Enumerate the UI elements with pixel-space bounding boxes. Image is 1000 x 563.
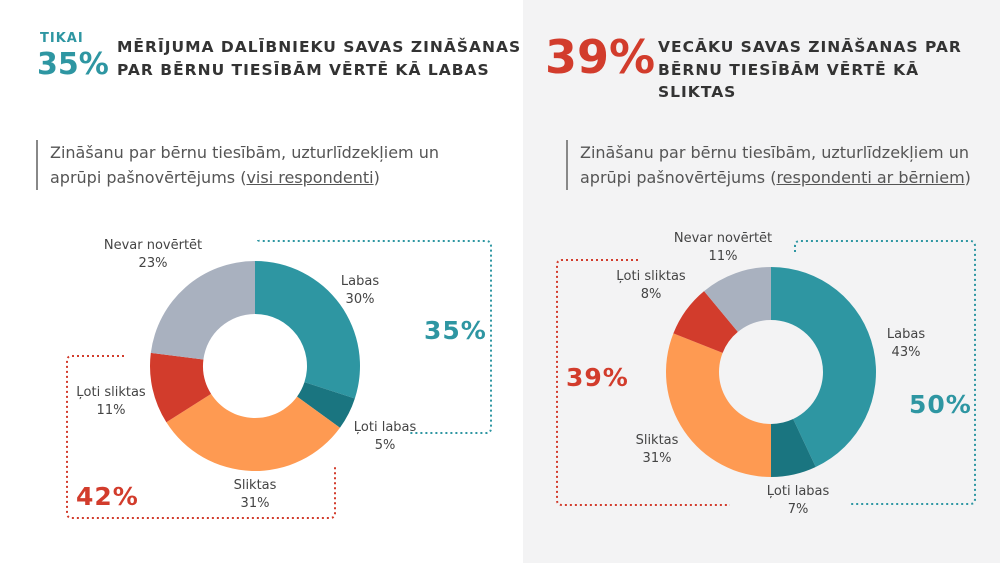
- right-bad-total: 39%: [566, 363, 629, 392]
- left-label-labas: Labas 30%: [325, 273, 395, 309]
- right-donut-chart: [666, 267, 876, 477]
- left-subtitle-link[interactable]: visi respondenti: [246, 168, 374, 187]
- right-label-loti-sliktas: Ļoti sliktas 8%: [606, 268, 696, 304]
- left-label-loti-sliktas-name: Ļoti sliktas: [76, 385, 146, 400]
- left-label-nevar-value: 23%: [138, 256, 168, 271]
- left-label-sliktas-name: Sliktas: [233, 478, 277, 493]
- left-label-labas-value: 30%: [345, 292, 375, 307]
- left-label-loti-sliktas-value: 11%: [96, 403, 126, 418]
- right-label-nevar: Nevar novērtēt 11%: [663, 230, 783, 266]
- left-label-sliktas: Sliktas 31%: [215, 477, 295, 513]
- left-bad-total: 42%: [76, 482, 139, 511]
- left-label-loti-labas-name: Ļoti labas: [353, 420, 417, 435]
- right-label-labas: Labas 43%: [876, 326, 936, 362]
- left-subtitle-suffix: ): [373, 168, 380, 187]
- right-label-sliktas-name: Sliktas: [635, 433, 679, 448]
- left-subtitle-prefix: aprūpi pašnovērtējums (: [50, 168, 247, 187]
- left-subtitle-line1: Zināšanu par bērnu tiesībām, uzturlīdzek…: [50, 143, 439, 162]
- right-subtitle-prefix: aprūpi pašnovērtējums (: [580, 168, 777, 187]
- left-label-loti-labas: Ļoti labas 5%: [345, 419, 425, 455]
- right-subtitle-link[interactable]: respondenti ar bērniem: [776, 168, 965, 187]
- left-subtitle: Zināšanu par bērnu tiesībām, uzturlīdzek…: [36, 140, 439, 190]
- left-good-total: 35%: [424, 316, 487, 345]
- left-label-nevar: Nevar novērtēt 23%: [93, 237, 213, 273]
- right-subtitle: Zināšanu par bērnu tiesībām, uzturlīdzek…: [566, 140, 971, 190]
- right-subtitle-line1: Zināšanu par bērnu tiesībām, uzturlīdzek…: [580, 143, 969, 162]
- right-label-nevar-value: 11%: [708, 249, 738, 264]
- left-header-percent: 35%: [37, 47, 109, 82]
- right-label-nevar-name: Nevar novērtēt: [673, 231, 773, 246]
- right-label-labas-name: Labas: [886, 327, 926, 342]
- right-label-loti-sliktas-name: Ļoti sliktas: [616, 269, 686, 284]
- left-label-loti-sliktas: Ļoti sliktas 11%: [71, 384, 151, 420]
- right-label-sliktas-value: 31%: [642, 451, 672, 466]
- left-header-title-line2: PAR BĒRNU TIESĪBĀM VĒRTĒ KĀ LABAS: [117, 61, 490, 79]
- left-label-labas-name: Labas: [340, 274, 380, 289]
- left-header-title-line1: MĒRĪJUMA DALĪBNIEKU SAVAS ZINĀŠANAS: [117, 38, 522, 56]
- right-label-loti-sliktas-value: 8%: [640, 287, 662, 302]
- right-header-title-line1: VECĀKU SAVAS ZINĀŠANAS PAR: [658, 38, 962, 56]
- right-label-loti-labas-value: 7%: [787, 502, 809, 517]
- right-label-loti-labas: Ļoti labas 7%: [758, 483, 838, 519]
- right-good-total: 50%: [909, 390, 972, 419]
- right-header-percent: 39%: [545, 30, 656, 84]
- right-label-loti-labas-name: Ļoti labas: [766, 484, 830, 499]
- left-label-loti-labas-value: 5%: [374, 438, 396, 453]
- right-subtitle-suffix: ): [964, 168, 971, 187]
- right-header-title-line2: BĒRNU TIESĪBĀM VĒRTĒ KĀ SLIKTAS: [658, 61, 920, 101]
- left-label-nevar-name: Nevar novērtēt: [103, 238, 203, 253]
- slice-nevar-novērtēt: [150, 261, 255, 360]
- left-header-prefix: TIKAI: [40, 31, 84, 46]
- right-label-sliktas: Sliktas 31%: [617, 432, 697, 468]
- left-label-sliktas-value: 31%: [240, 496, 270, 511]
- right-label-labas-value: 43%: [891, 345, 921, 360]
